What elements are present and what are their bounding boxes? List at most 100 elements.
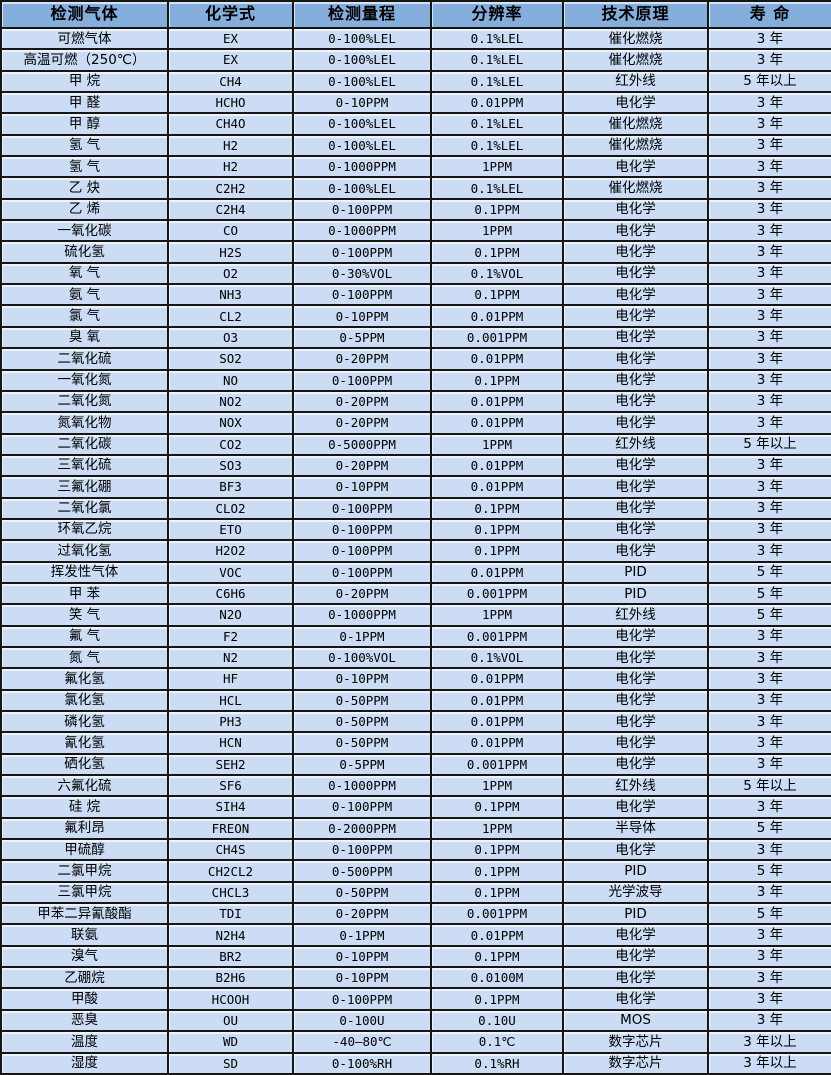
table-row: 硫化氢 H2S 0-100PPM 0.1PPM 电化学 3 年: [0, 240, 831, 264]
cell-lifespan: 3 年: [707, 624, 831, 648]
cell-principle: 数字芯片: [562, 1051, 709, 1075]
column-header-resolution: 分辨率: [430, 0, 564, 29]
table-body: 可燃气体 EX 0-100%LEL 0.1%LEL 催化燃烧 3 年高温可燃（250℃） E…: [0, 26, 831, 1075]
cell-gas-name: 挥发性气体: [0, 560, 169, 584]
cell-range: 0-100PPM: [292, 240, 432, 264]
cell-gas-name: 三氧化硫: [0, 453, 169, 478]
cell-gas-name: 氢 气: [0, 133, 169, 158]
cell-formula: H2O2: [167, 539, 294, 563]
cell-range: 0-10PPM: [292, 91, 432, 115]
cell-formula: SO2: [167, 347, 294, 371]
cell-range: 0-1000PPM: [292, 774, 432, 798]
cell-resolution: 0.01PPM: [430, 453, 564, 478]
cell-lifespan: 3 年: [707, 389, 831, 414]
cell-formula: HCL: [167, 688, 294, 713]
cell-lifespan: 5 年: [707, 816, 831, 841]
cell-range: 0-1000PPM: [292, 603, 432, 627]
cell-gas-name: 甲 烷: [0, 69, 169, 94]
table-row: 氟利昂 FREON 0-2000PPM 1PPM 半导体 5 年: [0, 816, 831, 841]
cell-lifespan: 3 年: [707, 475, 831, 499]
cell-gas-name: 硒化氢: [0, 752, 169, 777]
table-row: 氢 气 H2 0-100%LEL 0.1%LEL 催化燃烧 3 年: [0, 133, 831, 158]
cell-resolution: 0.01PPM: [430, 709, 564, 734]
cell-range: 0-50PPM: [292, 731, 432, 755]
cell-formula: SD: [167, 1051, 294, 1075]
cell-resolution: 1PPM: [430, 816, 564, 841]
table-row: 甲苯二异氰酸酯 TDI 0-20PPM 0.001PPM PID 5 年: [0, 902, 831, 926]
cell-principle: 红外线: [562, 774, 709, 798]
cell-formula: SF6: [167, 774, 294, 798]
table-row: 高温可燃（250℃） EX 0-100%LEL 0.1%LEL 催化燃烧 3 年: [0, 48, 831, 72]
cell-principle: 电化学: [562, 219, 709, 243]
cell-gas-name: 联氨: [0, 923, 169, 947]
cell-lifespan: 5 年以上: [707, 774, 831, 798]
cell-formula: CH4S: [167, 838, 294, 862]
cell-resolution: 0.0100M: [430, 966, 564, 990]
table-row: 一氧化碳 CO 0-1000PPM 1PPM 电化学 3 年: [0, 219, 831, 243]
cell-principle: 电化学: [562, 987, 709, 1011]
cell-gas-name: 氯 气: [0, 304, 169, 328]
cell-principle: 电化学: [562, 539, 709, 563]
cell-lifespan: 3 年: [707, 176, 831, 200]
cell-principle: 电化学: [562, 261, 709, 286]
table-row: 二氯甲烷 CH2CL2 0-500PPM 0.1PPM PID 5 年: [0, 859, 831, 883]
cell-lifespan: 3 年: [707, 496, 831, 520]
table-row: 溴气 BR2 0-10PPM 0.1PPM 电化学 3 年: [0, 944, 831, 969]
cell-principle: 电化学: [562, 283, 709, 307]
table-row: 六氟化硫 SF6 0-1000PPM 1PPM 红外线 5 年以上: [0, 774, 831, 798]
cell-gas-name: 甲 苯: [0, 581, 169, 606]
cell-formula: HCHO: [167, 91, 294, 115]
column-header-gas: 检测气体: [0, 0, 169, 29]
cell-formula: WD: [167, 1030, 294, 1054]
table-row: 甲硫醇 CH4S 0-100PPM 0.1PPM 电化学 3 年: [0, 838, 831, 862]
cell-range: 0-20PPM: [292, 411, 432, 435]
cell-range: 0-5000PPM: [292, 432, 432, 456]
cell-gas-name: 甲 醛: [0, 91, 169, 115]
table-row: 一氧化氮 NO 0-100PPM 0.1PPM 电化学 3 年: [0, 368, 831, 392]
header-row: 检测气体 化学式 检测量程 分辨率 技术原理寿 命: [0, 0, 831, 29]
cell-principle: 红外线: [562, 603, 709, 627]
cell-range: 0-100%LEL: [292, 26, 432, 51]
cell-range: 0-100PPM: [292, 795, 432, 819]
cell-lifespan: 5 年: [707, 560, 831, 584]
cell-formula: FREON: [167, 816, 294, 841]
cell-principle: 电化学: [562, 517, 709, 542]
cell-formula: N2: [167, 645, 294, 670]
cell-gas-name: 过氧化氢: [0, 539, 169, 563]
cell-lifespan: 5 年以上: [707, 69, 831, 94]
cell-range: 0-100PPM: [292, 496, 432, 520]
cell-formula: CH4: [167, 69, 294, 94]
cell-formula: C6H6: [167, 581, 294, 606]
table-row: 过氧化氢 H2O2 0-100PPM 0.1PPM 电化学 3 年: [0, 539, 831, 563]
cell-gas-name: 温度: [0, 1030, 169, 1054]
cell-resolution: 0.1%LEL: [430, 48, 564, 72]
cell-principle: 电化学: [562, 944, 709, 969]
cell-formula: VOC: [167, 560, 294, 584]
cell-principle: 电化学: [562, 966, 709, 990]
cell-formula: NO: [167, 368, 294, 392]
table-row: 乙硼烷 B2H6 0-10PPM 0.0100M 电化学 3 年: [0, 966, 831, 990]
table-row: 氯 气 CL2 0-10PPM 0.01PPM 电化学 3 年: [0, 304, 831, 328]
cell-lifespan: 3 年: [707, 48, 831, 72]
cell-range: 0-1000PPM: [292, 155, 432, 179]
cell-lifespan: 3 年: [707, 219, 831, 243]
cell-lifespan: 3 年: [707, 91, 831, 115]
cell-principle: 催化燃烧: [562, 176, 709, 200]
cell-range: 0-10PPM: [292, 304, 432, 328]
table-row: 氯化氢 HCL 0-50PPM 0.01PPM 电化学 3 年: [0, 688, 831, 713]
cell-lifespan: 3 年: [707, 795, 831, 819]
cell-range: 0-100%VOL: [292, 645, 432, 670]
cell-resolution: 0.1PPM: [430, 795, 564, 819]
cell-lifespan: 3 年: [707, 752, 831, 777]
cell-resolution: 0.01PPM: [430, 667, 564, 691]
cell-formula: CO: [167, 219, 294, 243]
cell-resolution: 0.01PPM: [430, 347, 564, 371]
cell-range: 0-100PPM: [292, 368, 432, 392]
cell-range: 0-20PPM: [292, 902, 432, 926]
cell-gas-name: 一氧化碳: [0, 219, 169, 243]
cell-gas-name: 乙 烯: [0, 197, 169, 222]
cell-principle: 电化学: [562, 795, 709, 819]
column-header-principle: 技术原理: [562, 0, 709, 29]
cell-principle: 催化燃烧: [562, 133, 709, 158]
cell-range: 0-1PPM: [292, 923, 432, 947]
